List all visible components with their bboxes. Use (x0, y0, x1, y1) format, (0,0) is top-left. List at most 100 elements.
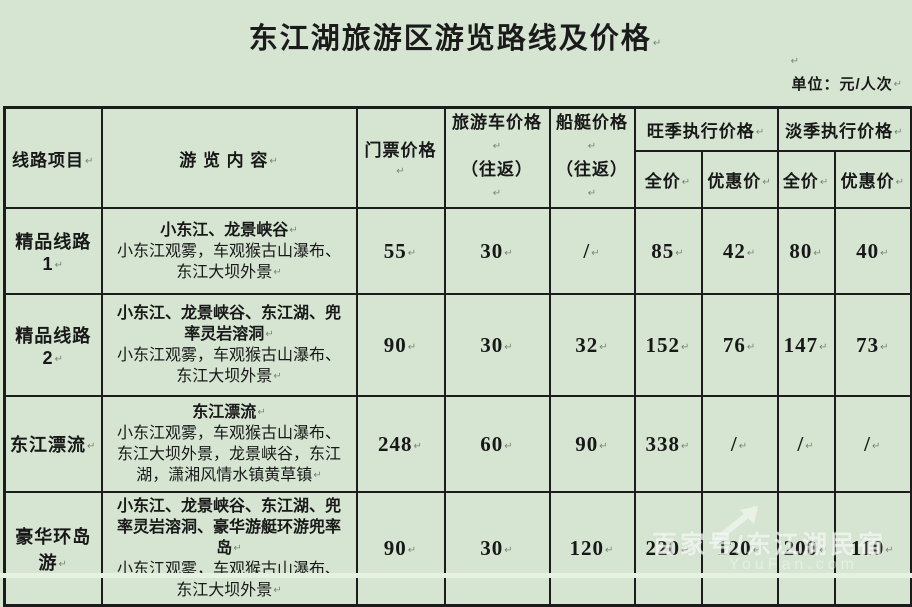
return-mark-icon (272, 366, 281, 387)
return-mark-icon (256, 402, 265, 423)
off-discount-cell: 40 (833, 207, 912, 295)
return-mark-icon (312, 465, 321, 486)
return-mark-icon (893, 76, 903, 93)
return-mark-icon (555, 134, 630, 158)
return-mark-icon (790, 53, 799, 71)
route-label-cell: 精品线路 1 (3, 207, 103, 295)
off-discount-cell: / (833, 395, 912, 493)
off-full-cell: 147 (776, 293, 836, 397)
watermark-arrow-icon (712, 505, 758, 545)
col-header-off-full: 全价 (776, 150, 836, 209)
return-mark-icon (755, 122, 765, 142)
return-mark-icon (555, 181, 630, 205)
return-mark-icon (738, 432, 748, 457)
return-mark-icon (503, 333, 513, 358)
peak-discount-cell: 76 (700, 293, 779, 397)
col-header-route: 线路项目 (3, 106, 103, 209)
return-mark-icon (818, 333, 828, 358)
boat-price-cell: 90 (548, 395, 636, 493)
return-mark-icon (503, 239, 513, 264)
price-table: 线路项目 游 览 内 容 门票价格 旅游车价格 （往返） 船艇价格 （往返） 旺… (3, 106, 912, 607)
return-mark-icon (407, 239, 417, 264)
bus-price-cell: 30 (443, 293, 551, 397)
return-mark-icon (604, 536, 614, 561)
peak-discount-cell: 42 (700, 207, 779, 295)
table-row: 豪华环岛游 小东江、龙景峡谷、东江湖、兜率灵岩溶洞、豪华游艇环游兜率岛 小东江观… (3, 491, 912, 607)
return-mark-icon (893, 122, 903, 142)
return-mark-icon (879, 239, 889, 264)
col-header-peak-discount: 优惠价 (700, 150, 779, 209)
boat-price-cell: / (548, 207, 636, 295)
return-mark-icon (746, 239, 756, 264)
boat-price-cell: 32 (548, 293, 636, 397)
page-bottom-strip (0, 573, 912, 578)
return-mark-icon (272, 262, 281, 283)
off-full-cell: 200 (776, 491, 836, 607)
col-header-peak-full: 全价 (633, 150, 703, 209)
ticket-price-cell: 90 (355, 293, 446, 397)
return-mark-icon (503, 536, 513, 561)
return-mark-icon (395, 161, 405, 181)
col-header-off-group: 淡季执行价格 (776, 106, 912, 153)
off-discount-cell: 110 (833, 491, 912, 607)
col-header-peak-group: 旺季执行价格 (633, 106, 779, 153)
return-mark-icon (761, 172, 771, 192)
ticket-price-cell: 248 (355, 395, 446, 493)
route-label-cell: 精品线路 2 (3, 293, 103, 397)
return-mark-icon (681, 172, 691, 192)
return-mark-icon (450, 134, 545, 158)
return-mark-icon (674, 239, 684, 264)
peak-full-cell: 338 (633, 395, 703, 493)
ticket-price-cell: 55 (355, 207, 446, 295)
return-mark-icon (680, 536, 690, 561)
return-mark-icon (884, 536, 894, 561)
return-mark-icon (407, 333, 417, 358)
return-mark-icon (54, 348, 64, 369)
bus-price-cell: 60 (443, 395, 551, 493)
return-mark-icon (895, 172, 905, 192)
return-mark-icon (746, 333, 756, 358)
peak-discount-cell: / (700, 395, 779, 493)
return-mark-icon (86, 435, 96, 456)
header-row-1: 线路项目 游 览 内 容 门票价格 旅游车价格 （往返） 船艇价格 （往返） 旺… (3, 106, 912, 209)
peak-full-cell: 85 (633, 207, 703, 295)
off-full-cell: / (776, 395, 836, 493)
route-label-cell: 豪华环岛游 (3, 491, 103, 607)
return-mark-icon (680, 333, 690, 358)
route-label-cell: 东江漂流 (3, 395, 103, 493)
return-mark-icon (804, 432, 814, 457)
off-discount-cell: 73 (833, 293, 912, 397)
return-mark-icon (288, 220, 297, 241)
return-mark-icon (879, 333, 889, 358)
return-mark-icon (232, 538, 241, 559)
return-mark-icon (819, 172, 829, 192)
col-header-content: 游 览 内 容 (100, 106, 358, 209)
return-mark-icon (598, 333, 608, 358)
col-header-boat: 船艇价格 （往返） (548, 106, 636, 209)
off-full-cell: 80 (776, 207, 836, 295)
bus-price-cell: 30 (443, 491, 551, 607)
peak-full-cell: 152 (633, 293, 703, 397)
content-cell: 小东江、龙景峡谷 小东江观雾，车观猴古山瀑布、东江大坝外景 (100, 207, 358, 295)
col-header-ticket: 门票价格 (355, 106, 446, 209)
return-mark-icon (871, 432, 881, 457)
return-mark-icon (503, 432, 513, 457)
return-mark-icon (407, 536, 417, 561)
content-cell: 东江漂流 小东江观雾，车观猴古山瀑布、东江大坝外景，龙景峡谷，东江湖，潇湘风情水… (100, 395, 358, 493)
peak-full-cell: 220 (633, 491, 703, 607)
ticket-price-cell: 90 (355, 491, 446, 607)
table-row: 精品线路 1 小东江、龙景峡谷 小东江观雾，车观猴古山瀑布、东江大坝外景 55 … (3, 207, 912, 295)
content-cell: 小东江、龙景峡谷、东江湖、兜率灵岩溶洞、豪华游艇环游兜率岛 小东江观雾，车观猴古… (100, 491, 358, 607)
return-mark-icon (450, 181, 545, 205)
return-mark-icon (598, 432, 608, 457)
return-mark-icon (54, 254, 64, 275)
unit-note: 单位：元/人次 (791, 73, 903, 94)
return-mark-icon (84, 151, 94, 171)
return-mark-icon (268, 151, 278, 171)
boat-price-cell: 120 (548, 491, 636, 607)
bus-price-cell: 30 (443, 207, 551, 295)
return-mark-icon (272, 580, 281, 601)
return-mark-icon (812, 239, 822, 264)
return-mark-icon (680, 432, 690, 457)
return-mark-icon (58, 553, 68, 574)
